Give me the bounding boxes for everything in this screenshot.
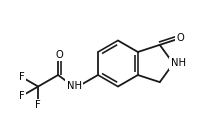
- Text: NH: NH: [171, 58, 186, 68]
- Text: F: F: [19, 72, 25, 82]
- Text: O: O: [176, 33, 184, 43]
- Text: F: F: [19, 91, 25, 101]
- Text: O: O: [56, 50, 64, 60]
- Text: NH: NH: [67, 81, 82, 91]
- Text: F: F: [35, 100, 41, 110]
